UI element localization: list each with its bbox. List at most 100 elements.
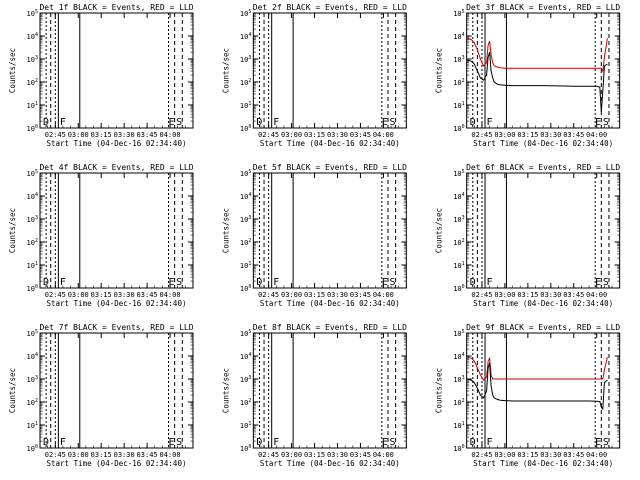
- x-tick-label: 03:45: [563, 291, 584, 299]
- x-axis-label: Start Time (04-Dec-16 02:34:40): [260, 139, 400, 148]
- event-marker-d: D: [256, 117, 262, 128]
- event-marker-d: D: [256, 437, 262, 448]
- x-tick-label: 03:15: [517, 131, 538, 139]
- y-tick-label: 102: [240, 398, 251, 407]
- chart-panel-3: Det 3f BLACK = Events, RED = LLD 100 101 10…: [435, 3, 621, 148]
- event-marker-d: D: [256, 277, 262, 288]
- chart-panel-6: Det 6f BLACK = Events, RED = LLD 100 101 10…: [435, 163, 621, 308]
- x-tick-label: 02:45: [471, 291, 492, 299]
- x-tick-label: 04:00: [160, 291, 181, 299]
- event-marker-e: E: [169, 117, 175, 128]
- x-tick-label: 03:30: [540, 451, 561, 459]
- x-tick-label: 03:00: [494, 131, 515, 139]
- y-tick-label: 105: [27, 329, 38, 338]
- event-marker-d: D: [470, 437, 476, 448]
- y-axis-label: Counts/sec: [221, 368, 230, 413]
- chart-title: Det 1f BLACK = Events, RED = LLD: [39, 3, 193, 12]
- x-tick-label: 03:15: [304, 291, 325, 299]
- event-marker-e: E: [382, 117, 388, 128]
- x-tick-label: 03:00: [281, 131, 302, 139]
- plot-frame: [39, 332, 194, 449]
- y-tick-label: 101: [27, 421, 38, 430]
- y-tick-label: 105: [240, 329, 251, 338]
- y-tick-label: 105: [240, 169, 251, 178]
- y-tick-label: 101: [453, 101, 464, 110]
- y-tick-label: 100: [27, 284, 38, 293]
- y-tick-label: 100: [27, 124, 38, 133]
- events-series-line: [466, 51, 608, 112]
- y-tick-label: 103: [27, 55, 38, 64]
- plot-frame: [252, 332, 407, 449]
- event-marker-s: S: [176, 277, 182, 288]
- y-tick-label: 100: [453, 124, 464, 133]
- x-tick-label: 03:45: [137, 291, 158, 299]
- plot-frame: [39, 172, 194, 289]
- x-tick-label: 04:00: [160, 131, 181, 139]
- event-marker-s: S: [390, 277, 396, 288]
- chart-title: Det 6f BLACK = Events, RED = LLD: [466, 163, 620, 172]
- y-tick-label: 104: [240, 32, 251, 41]
- x-axis-label: Start Time (04-Dec-16 02:34:40): [473, 139, 613, 148]
- y-axis-label: Counts/sec: [435, 368, 444, 413]
- y-tick-label: 104: [240, 352, 251, 361]
- x-tick-label: 03:45: [350, 291, 371, 299]
- x-axis-label: Start Time (04-Dec-16 02:34:40): [260, 459, 400, 468]
- x-tick-label: 02:45: [45, 291, 66, 299]
- x-tick-label: 03:30: [327, 291, 348, 299]
- x-tick-label: 03:00: [68, 291, 89, 299]
- y-tick-label: 102: [453, 78, 464, 87]
- x-tick-label: 03:00: [68, 131, 89, 139]
- event-marker-d: D: [43, 437, 49, 448]
- event-marker-s: S: [390, 117, 396, 128]
- y-axis-label: Counts/sec: [221, 208, 230, 253]
- chart-panel-5: Det 5f BLACK = Events, RED = LLD 100 101 10…: [221, 163, 407, 308]
- y-tick-label: 102: [240, 78, 251, 87]
- y-tick-label: 102: [453, 238, 464, 247]
- chart-title: Det 3f BLACK = Events, RED = LLD: [466, 3, 620, 12]
- y-tick-label: 105: [453, 9, 464, 18]
- chart-title: Det 5f BLACK = Events, RED = LLD: [253, 163, 407, 172]
- y-tick-label: 103: [240, 215, 251, 224]
- plot-frame: [39, 12, 194, 129]
- y-tick-label: 105: [27, 169, 38, 178]
- y-tick-label: 105: [240, 9, 251, 18]
- x-tick-label: 02:45: [258, 291, 279, 299]
- y-axis-label: Counts/sec: [221, 48, 230, 93]
- event-marker-e: E: [382, 437, 388, 448]
- y-tick-label: 104: [27, 192, 38, 201]
- x-tick-label: 04:00: [586, 291, 607, 299]
- y-tick-label: 101: [240, 261, 251, 270]
- event-marker-f: F: [60, 117, 66, 128]
- x-tick-label: 03:00: [494, 291, 515, 299]
- event-marker-d: D: [43, 117, 49, 128]
- event-marker-d: D: [43, 277, 49, 288]
- x-tick-label: 03:15: [304, 131, 325, 139]
- y-tick-label: 103: [27, 215, 38, 224]
- y-tick-label: 101: [453, 261, 464, 270]
- event-marker-e: E: [595, 117, 601, 128]
- lld-series-line: [466, 37, 608, 73]
- event-marker-f: F: [273, 437, 279, 448]
- x-tick-label: 03:45: [350, 451, 371, 459]
- y-tick-label: 104: [453, 192, 464, 201]
- x-tick-label: 03:30: [540, 291, 561, 299]
- y-tick-label: 101: [453, 421, 464, 430]
- x-tick-label: 03:45: [137, 451, 158, 459]
- chart-panel-1: Det 1f BLACK = Events, RED = LLD 100 101 10…: [8, 3, 194, 148]
- event-marker-f: F: [60, 437, 66, 448]
- y-axis-label: Counts/sec: [8, 48, 17, 93]
- y-tick-label: 103: [240, 375, 251, 384]
- plot-frame: [252, 12, 407, 129]
- y-tick-label: 105: [27, 9, 38, 18]
- y-tick-label: 102: [240, 238, 251, 247]
- x-tick-label: 04:00: [160, 451, 181, 459]
- plot-frame: [466, 172, 621, 289]
- y-tick-label: 101: [27, 261, 38, 270]
- y-tick-label: 104: [240, 192, 251, 201]
- event-marker-e: E: [169, 277, 175, 288]
- x-axis-label: Start Time (04-Dec-16 02:34:40): [47, 139, 187, 148]
- event-marker-d: D: [470, 277, 476, 288]
- x-tick-label: 03:45: [563, 131, 584, 139]
- event-marker-f: F: [487, 277, 493, 288]
- event-marker-d: D: [470, 117, 476, 128]
